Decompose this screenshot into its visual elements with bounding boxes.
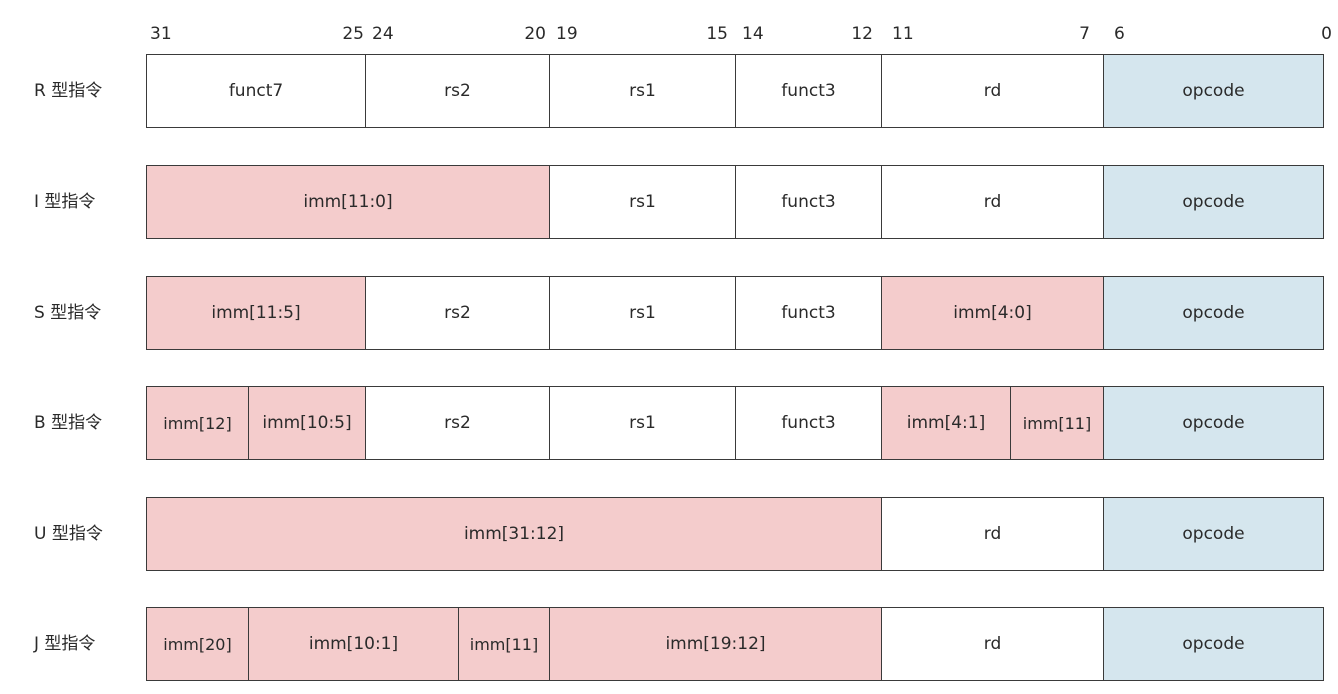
field-u-opcode: opcode [1104, 497, 1324, 571]
format-label-r-type: R 型指令 [34, 81, 103, 101]
field-b-rs1: rs1 [550, 386, 736, 460]
format-label-i-type: I 型指令 [34, 192, 96, 212]
bit-label-19: 19 [556, 24, 578, 44]
format-label-b-type: B 型指令 [34, 413, 103, 433]
format-label-j-type: J 型指令 [34, 634, 96, 654]
field-i-imm-11-0: imm[11:0] [146, 165, 550, 239]
bit-label-15: 15 [706, 24, 728, 44]
field-j-imm-19-12: imm[19:12] [550, 607, 882, 681]
field-b-imm-10-5: imm[10:5] [249, 386, 366, 460]
field-r-rs2: rs2 [366, 54, 550, 128]
bit-label-20: 20 [524, 24, 546, 44]
field-i-rs1: rs1 [550, 165, 736, 239]
format-label-s-type: S 型指令 [34, 303, 102, 323]
field-s-funct3: funct3 [736, 276, 882, 350]
bit-label-12: 12 [851, 24, 873, 44]
field-j-imm-11: imm[11] [459, 607, 550, 681]
field-j-imm-20: imm[20] [146, 607, 249, 681]
field-u-imm-31-12: imm[31:12] [146, 497, 882, 571]
field-s-imm-11-5: imm[11:5] [146, 276, 366, 350]
bit-label-25: 25 [342, 24, 364, 44]
field-s-rs1: rs1 [550, 276, 736, 350]
field-u-rd: rd [882, 497, 1104, 571]
format-label-u-type: U 型指令 [34, 524, 103, 544]
field-i-funct3: funct3 [736, 165, 882, 239]
field-r-rs1: rs1 [550, 54, 736, 128]
bit-label-24: 24 [372, 24, 394, 44]
field-s-rs2: rs2 [366, 276, 550, 350]
field-i-opcode: opcode [1104, 165, 1324, 239]
field-b-imm-11: imm[11] [1011, 386, 1104, 460]
field-b-funct3: funct3 [736, 386, 882, 460]
field-j-imm-10-1: imm[10:1] [249, 607, 459, 681]
field-b-rs2: rs2 [366, 386, 550, 460]
field-b-opcode: opcode [1104, 386, 1324, 460]
bit-label-14: 14 [742, 24, 764, 44]
field-b-imm-4-1: imm[4:1] [882, 386, 1011, 460]
field-r-funct3: funct3 [736, 54, 882, 128]
field-s-imm-4-0: imm[4:0] [882, 276, 1104, 350]
field-r-rd: rd [882, 54, 1104, 128]
bit-label-7: 7 [1079, 24, 1090, 44]
bit-label-31: 31 [150, 24, 172, 44]
field-r-funct7: funct7 [146, 54, 366, 128]
bit-label-0: 0 [1321, 24, 1332, 44]
bit-label-6: 6 [1114, 24, 1125, 44]
field-j-rd: rd [882, 607, 1104, 681]
field-r-opcode: opcode [1104, 54, 1324, 128]
field-b-imm-12: imm[12] [146, 386, 249, 460]
field-s-opcode: opcode [1104, 276, 1324, 350]
field-j-opcode: opcode [1104, 607, 1324, 681]
field-i-rd: rd [882, 165, 1104, 239]
bit-label-11: 11 [892, 24, 914, 44]
